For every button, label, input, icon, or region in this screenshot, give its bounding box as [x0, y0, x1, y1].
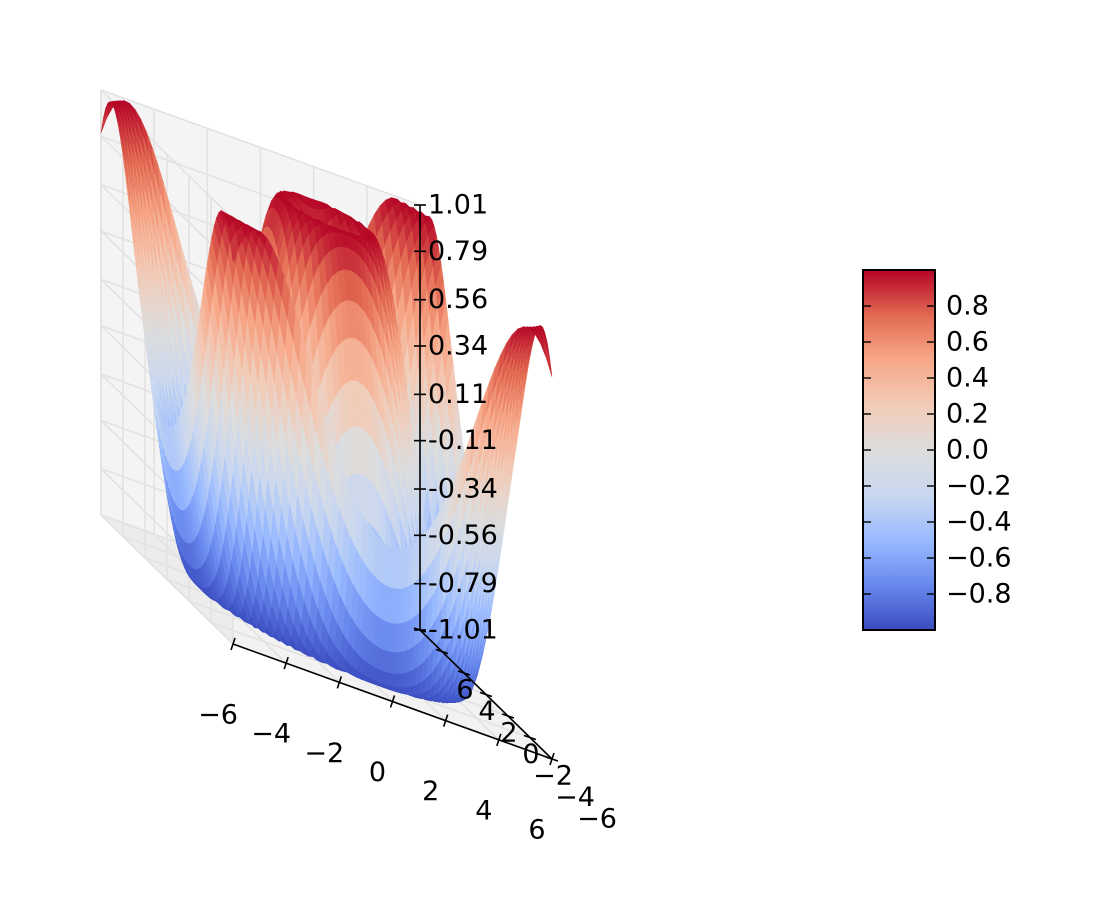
colorbar-tick-label: 0.4	[946, 363, 989, 394]
tick-mark	[479, 691, 493, 698]
grid-line	[100, 89, 421, 206]
grid-line	[100, 514, 234, 645]
tick-label: 0.11	[428, 379, 488, 410]
tick-label: −6	[198, 700, 238, 731]
tick-mark	[336, 676, 343, 689]
tick-label: 6	[456, 675, 473, 706]
tick-label: 0	[369, 757, 386, 788]
tick-mark	[230, 637, 236, 651]
colorbar-tick-label: −0.6	[946, 543, 1012, 574]
colorbar-tick-label: −0.8	[946, 579, 1012, 610]
tick-label: 1.01	[428, 190, 488, 221]
tick-label: 0.56	[428, 284, 488, 315]
tick-label: 2	[500, 718, 517, 749]
tick-label: −2	[304, 738, 344, 769]
tick-mark	[283, 656, 289, 670]
tick-mark	[523, 734, 537, 741]
colorbar: −0.8 −0.6 −0.4 −0.2 0.0 0.2 0.4 0.6 0.8	[862, 269, 1012, 631]
colorbar-tick-label: 0.2	[946, 399, 989, 430]
tick-mark	[501, 713, 515, 719]
surface-mesh	[100, 99, 553, 704]
tick-label: −2	[533, 761, 573, 792]
tick-label: 0	[522, 739, 539, 770]
tick-label: −4	[555, 782, 595, 813]
tick-label: −6	[577, 804, 617, 835]
tick-label: 6	[528, 815, 545, 846]
surface-patch	[543, 342, 553, 377]
tick-mark	[496, 733, 502, 747]
tick-mark	[457, 670, 471, 676]
tick-label: -1.01	[428, 615, 498, 646]
tick-label: −4	[251, 719, 291, 750]
tick-label: -0.11	[428, 425, 498, 456]
colorbar-tick-label: 0.8	[946, 291, 989, 322]
tick-mark	[389, 695, 396, 708]
tick-mark	[545, 756, 559, 762]
tick-label: 2	[422, 776, 439, 807]
colorbar-tick-label: 0.6	[946, 327, 989, 358]
tick-label: 4	[475, 795, 492, 826]
colorbar-gradient	[862, 269, 936, 631]
tick-label: 0.34	[428, 330, 488, 361]
colorbar-tick-label: −0.2	[946, 471, 1012, 502]
colorbar-tick-label: −0.4	[946, 507, 1012, 538]
colorbar-tick-label: 0.0	[946, 435, 989, 466]
tick-mark	[435, 648, 449, 655]
tick-label: -0.34	[428, 474, 498, 505]
tick-label: -0.56	[428, 520, 498, 551]
tick-label: 0.79	[428, 236, 488, 267]
tick-label: 4	[478, 696, 495, 727]
tick-label: -0.79	[428, 568, 498, 599]
tick-mark	[442, 714, 449, 727]
